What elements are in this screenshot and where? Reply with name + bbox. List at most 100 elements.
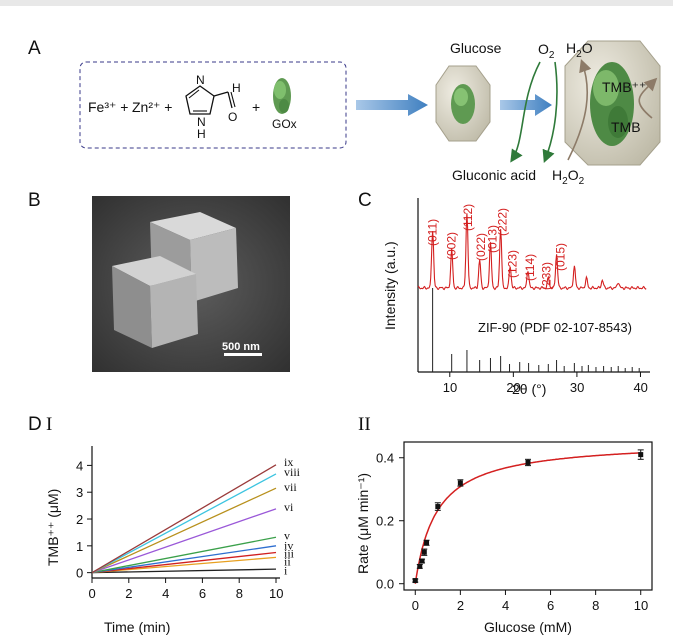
x-tick-label: 0 — [412, 598, 419, 613]
panel-d-sub1-label: I — [46, 414, 52, 435]
x-tick-label: 2 — [457, 598, 464, 613]
peak-label: (233) — [539, 262, 553, 290]
series-line-viii — [91, 473, 277, 574]
x-tick-label: 2 — [125, 586, 132, 601]
y-tick-label: 3 — [76, 485, 83, 500]
y-tick-label: 4 — [76, 458, 83, 473]
data-point — [412, 578, 418, 584]
xrd-y-label: Intensity (a.u.) — [382, 241, 398, 330]
reaction-arrow-icon — [638, 77, 658, 119]
data-point — [457, 480, 463, 486]
h2o2-label: H2O2 — [552, 167, 585, 187]
panel-d-sub2-label: II — [358, 414, 371, 435]
y-axis-label: Rate (μM min⁻¹) — [355, 473, 371, 574]
glucose-label: Glucose — [450, 40, 502, 56]
series-line-vii — [91, 487, 277, 574]
gluconic-acid-label: Gluconic acid — [452, 167, 536, 183]
arrow-icon — [356, 94, 428, 116]
xrd-plot: 10 20 30 40 — [417, 198, 650, 395]
data-point — [417, 563, 423, 569]
y-axis-label: TMB⁺⁺ (μM) — [45, 489, 61, 566]
series-label-viii: viii — [284, 465, 301, 479]
michaelis-menten-chart: 0 2 4 6 8 10 0.0 0.2 0.4 Glucose (mM) Rate (μM min… — [355, 441, 653, 635]
x-axis-label: Glucose (mM) — [484, 619, 572, 635]
series-label-iv: iv — [284, 538, 293, 552]
panel-a-label: A — [28, 38, 41, 59]
series-label-i: i — [284, 563, 288, 577]
x-tick-label: 10 — [269, 586, 283, 601]
tmb-ox-label: TMB⁺⁺ — [602, 79, 646, 95]
zn-ion-label: Zn²⁺ + — [132, 99, 172, 115]
x-tick-label: 4 — [502, 598, 509, 613]
series-label-vii: vii — [284, 480, 297, 494]
x-tick-label: 6 — [199, 586, 206, 601]
x-axis-label: Time (min) — [104, 619, 170, 635]
series-label-vi: vi — [284, 500, 294, 514]
y-tick-label: 0.4 — [376, 451, 394, 466]
plot-frame — [403, 441, 653, 591]
scale-bar — [224, 353, 262, 356]
x-tick-label: 8 — [236, 586, 243, 601]
fit-curve — [414, 452, 640, 584]
peak-label: (002) — [445, 232, 459, 260]
peak-label: (114) — [523, 254, 537, 281]
panel-c-label: C — [358, 190, 372, 211]
series-label-v: v — [284, 529, 290, 543]
h2o-label: H2O — [566, 40, 593, 60]
series-line-iv — [91, 545, 277, 574]
tmb-label: TMB — [611, 119, 641, 135]
series-line-vi — [91, 508, 277, 574]
reference-label: ZIF-90 (PDF 02-107-8543) — [478, 320, 632, 335]
x-tick-label: 6 — [547, 598, 554, 613]
peak-label: (222) — [496, 208, 510, 236]
ring-h-label: H — [197, 127, 206, 141]
series-line-iii — [91, 551, 277, 574]
peak-label: (015) — [553, 243, 567, 271]
series-label-ix: ix — [284, 455, 293, 469]
y-tick-label: 1 — [76, 539, 83, 554]
peak-label: (022) — [474, 233, 488, 261]
top-rule — [0, 0, 673, 6]
x-tick-label: 4 — [162, 586, 169, 601]
ring-n-label: N — [196, 73, 205, 87]
peak-label: (112) — [461, 204, 475, 231]
x-tick-label: 10 — [443, 380, 457, 395]
reaction-arrow-icon — [510, 61, 541, 163]
x-tick-label: 20 — [506, 380, 520, 395]
x-tick-label: 0 — [89, 586, 96, 601]
xrd-pattern-line — [417, 213, 647, 291]
y-tick-label: 0.2 — [376, 514, 394, 529]
x-tick-label: 30 — [570, 380, 584, 395]
imidazole-structure — [185, 85, 236, 115]
o2-label: O2 — [538, 41, 555, 61]
reaction-arrow-icon — [567, 58, 592, 161]
sem-image — [92, 196, 290, 372]
y-tick-label: 0 — [76, 566, 83, 581]
data-point — [424, 540, 430, 546]
peak-label: (011) — [426, 219, 440, 246]
data-point — [419, 558, 425, 564]
data-point — [638, 452, 644, 458]
scale-bar-label: 500 nm — [222, 341, 260, 353]
xrd-x-label: 2θ (°) — [512, 381, 546, 397]
gox-protein-icon — [273, 78, 291, 114]
aldehyde-h-label: H — [232, 81, 241, 95]
data-point — [435, 504, 441, 510]
x-tick-label: 8 — [592, 598, 599, 613]
series-line-i — [91, 568, 277, 574]
x-tick-label: 40 — [633, 380, 647, 395]
series-label-iii: iii — [284, 546, 295, 560]
ring-nh-label: N — [197, 115, 206, 129]
series-line-ix — [91, 464, 277, 574]
peak-label: (123) — [506, 250, 520, 278]
reaction-arrow-icon — [542, 61, 558, 163]
data-point — [421, 549, 427, 555]
data-point — [525, 459, 531, 465]
series-line-ii — [91, 556, 277, 574]
series-label-ii: ii — [284, 554, 291, 568]
panel-b-label: B — [28, 190, 41, 211]
series-line-v — [91, 536, 277, 574]
hexagon-small — [435, 65, 491, 142]
